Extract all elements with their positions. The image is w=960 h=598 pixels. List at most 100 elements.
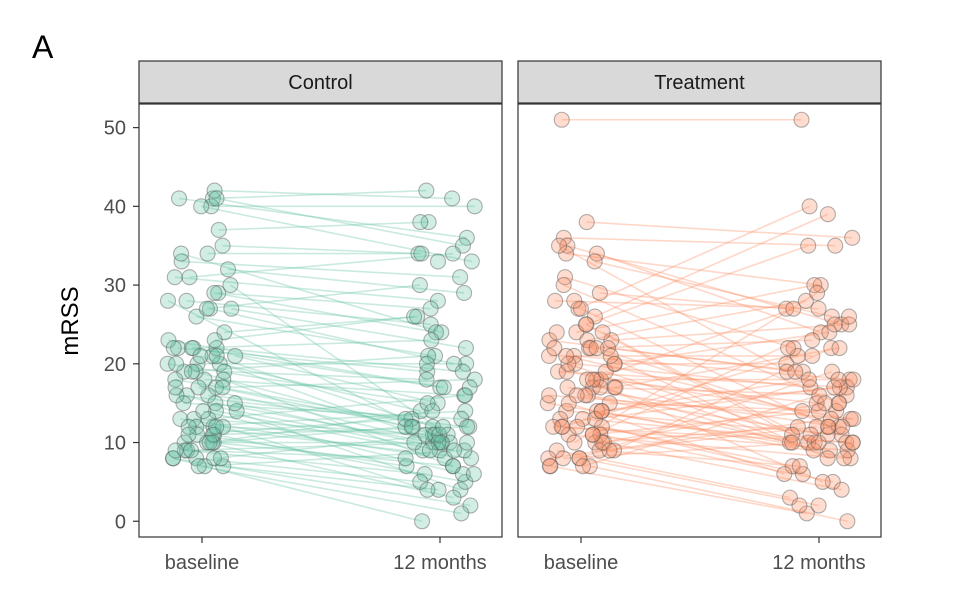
subject-line [565,355,803,412]
subject-line [585,394,791,444]
subject-line [208,394,412,420]
subject-line [222,378,475,389]
data-point [189,426,206,443]
data-point [434,418,452,435]
subject-line [188,418,406,436]
data-point [205,434,222,451]
data-point [204,426,221,443]
data-point [411,277,428,294]
subject-line [178,347,428,373]
data-point [454,363,471,380]
data-point [457,402,474,420]
data-point [781,489,799,506]
subject-line [592,386,847,397]
data-point [547,292,564,309]
data-point [466,371,483,388]
data-point [228,402,245,420]
data-point [827,237,844,254]
data-point [800,237,817,254]
data-point [840,308,858,325]
data-point [167,371,184,388]
data-point [430,481,447,498]
subject-line [574,292,818,444]
data-point [165,450,182,467]
data-point [420,347,437,364]
data-point [779,340,797,357]
subject-line [193,418,434,436]
x-tick-label-baseline: baseline [544,552,619,574]
y-tick-label: 10 [104,433,126,455]
data-point [568,324,585,341]
data-point [586,308,603,325]
data-point [817,395,834,412]
data-point [208,340,225,357]
subject-line [196,315,436,357]
data-point [839,442,856,459]
subject-line [563,237,836,247]
subject-line [601,386,841,412]
data-point [553,418,570,435]
data-point [541,387,558,404]
data-point [802,379,819,396]
subject-line [586,221,853,239]
data-point [188,418,205,435]
y-tick-label: 20 [104,354,126,376]
data-point [566,434,583,451]
data-point [784,458,801,475]
subject-line [229,284,449,436]
x-tick-label-12-months: 12 months [393,552,486,574]
data-point [208,347,225,364]
subject-line [603,441,842,491]
strip-treatment [517,60,882,104]
data-point [456,284,473,301]
data-point [806,434,823,451]
subject-line [219,363,421,412]
data-point [778,355,795,372]
data-point [459,418,476,435]
data-point [571,450,588,467]
y-tick-label: 0 [115,511,126,533]
subject-line [601,378,810,412]
data-point [546,340,563,357]
data-point [423,332,440,349]
data-point [548,324,565,341]
data-point [435,379,452,396]
data-point [397,450,414,467]
y-axis: 0 10 20 30 40 50 [104,118,139,533]
data-point [802,426,819,443]
data-point [203,198,220,215]
data-point [559,237,576,254]
data-point [454,237,471,254]
data-point [778,300,795,317]
data-point [412,473,429,490]
data-point [822,410,840,427]
subject-line [204,378,465,397]
data-point [789,418,806,435]
data-point [207,402,225,420]
subject-line [186,300,431,326]
data-point [794,402,811,420]
subject-line [167,300,451,444]
panel-tag: A [32,29,54,65]
data-point [808,418,825,435]
data-point [785,340,802,357]
data-point [821,442,838,459]
data-point [208,418,225,435]
data-point [810,434,827,451]
subject-line [605,370,819,444]
data-point [180,426,197,443]
data-point [826,316,843,333]
subject-line [614,331,830,365]
data-point [431,442,448,459]
data-point [579,332,596,349]
subject-line [557,370,847,389]
subject-line [189,252,454,278]
data-point [457,340,475,357]
subject-line [172,457,471,507]
data-point [417,426,434,443]
data-point [178,442,196,459]
data-point [541,332,558,349]
data-point [445,442,463,459]
data-point [606,355,623,372]
data-point [429,292,446,309]
